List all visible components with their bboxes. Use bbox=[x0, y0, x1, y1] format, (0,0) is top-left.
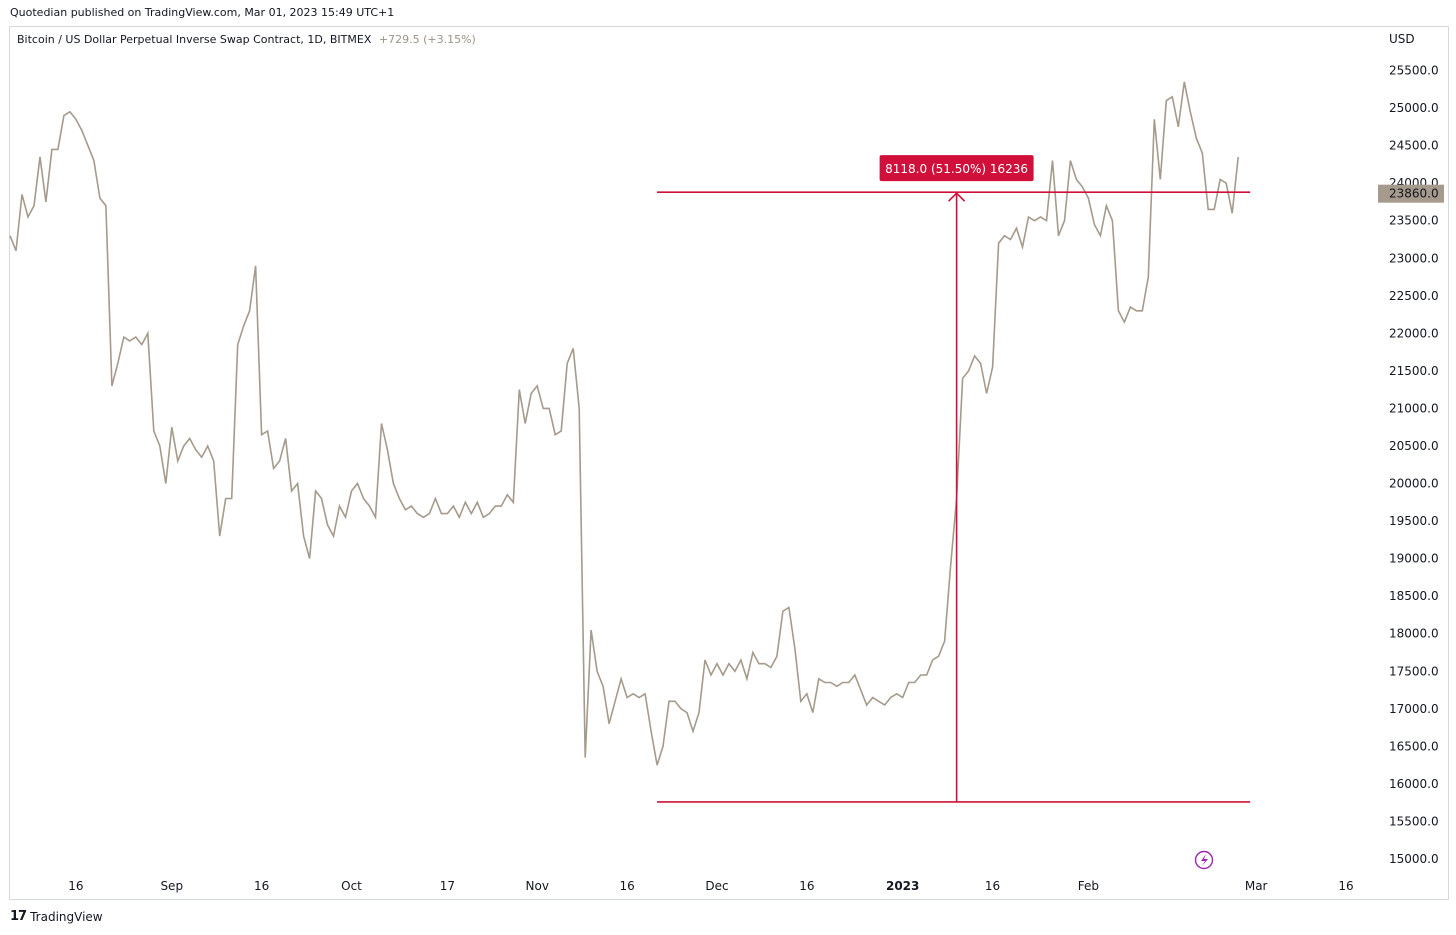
x-tick-label: 16 bbox=[985, 879, 1000, 893]
y-tick-label: 17000.0 bbox=[1389, 702, 1439, 716]
y-axis-unit: USD bbox=[1389, 32, 1415, 46]
flash-icon[interactable] bbox=[1194, 850, 1214, 870]
chart-frame bbox=[9, 26, 1449, 900]
x-tick-label: 16 bbox=[254, 879, 269, 893]
y-tick-label: 15000.0 bbox=[1389, 852, 1439, 866]
last-price-tag: 23860.0 bbox=[1378, 184, 1444, 203]
x-tick-label: Sep bbox=[160, 879, 183, 893]
y-tick-label: 23000.0 bbox=[1389, 251, 1439, 265]
y-tick-label: 25500.0 bbox=[1389, 64, 1439, 78]
x-tick-label: 16 bbox=[799, 879, 814, 893]
x-tick-label: Dec bbox=[705, 879, 728, 893]
x-tick-label: Nov bbox=[526, 879, 549, 893]
y-tick-label: 23500.0 bbox=[1389, 214, 1439, 228]
y-tick-label: 16000.0 bbox=[1389, 777, 1439, 791]
x-tick-label: Feb bbox=[1078, 879, 1099, 893]
y-tick-label: 22500.0 bbox=[1389, 289, 1439, 303]
x-axis: 16 Sep 16 Oct 17 Nov 16 Dec 16 2023 16 Feb Mar 16 bbox=[68, 879, 1353, 893]
price-change: +729.5 (+3.15%) bbox=[378, 33, 476, 46]
series-line bbox=[9, 81, 1239, 766]
y-tick-label: 19000.0 bbox=[1389, 552, 1439, 566]
brand-name: TradingView bbox=[30, 909, 103, 924]
y-tick-label: 15500.0 bbox=[1389, 814, 1439, 828]
y-tick-label: 18000.0 bbox=[1389, 627, 1439, 641]
y-tick-label: 25000.0 bbox=[1389, 101, 1439, 115]
y-tick-label: 20500.0 bbox=[1389, 439, 1439, 453]
y-tick-label: 19500.0 bbox=[1389, 514, 1439, 528]
measure-tool[interactable]: 8118.0 (51.50%) 16236 bbox=[657, 155, 1251, 803]
measure-label-box bbox=[879, 155, 1034, 182]
x-tick-label: 2023 bbox=[886, 879, 919, 893]
last-price-label: 23860.0 bbox=[1389, 187, 1439, 201]
published-note: Quotedian published on TradingView.com, … bbox=[10, 6, 395, 19]
y-tick-label: 16500.0 bbox=[1389, 739, 1439, 753]
y-tick-label: 18500.0 bbox=[1389, 589, 1439, 603]
symbol-title: Bitcoin / US Dollar Perpetual Inverse Sw… bbox=[17, 33, 372, 46]
measure-label: 8118.0 (51.50%) 16236 bbox=[885, 162, 1028, 176]
tradingview-logo-icon: 17 bbox=[10, 909, 27, 924]
y-tick-label: 21000.0 bbox=[1389, 401, 1439, 415]
y-tick-label: 21500.0 bbox=[1389, 364, 1439, 378]
x-tick-label: Mar bbox=[1245, 879, 1268, 893]
y-tick-label: 24500.0 bbox=[1389, 139, 1439, 153]
x-tick-label: 16 bbox=[1338, 879, 1353, 893]
measure-arrowhead bbox=[948, 192, 966, 202]
x-tick-label: Oct bbox=[341, 879, 362, 893]
tradingview-footer[interactable]: 17 TradingView bbox=[10, 909, 103, 924]
y-axis: USD 15000.0 15500.0 16000.0 16500.0 17000.0 17… bbox=[1389, 32, 1439, 866]
last-price-box bbox=[1378, 184, 1444, 203]
x-tick-label: 16 bbox=[619, 879, 634, 893]
x-tick-label: 17 bbox=[440, 879, 455, 893]
symbol-legend: Bitcoin / US Dollar Perpetual Inverse Sw… bbox=[17, 33, 476, 46]
y-tick-label: 22000.0 bbox=[1389, 326, 1439, 340]
y-tick-label: 17500.0 bbox=[1389, 664, 1439, 678]
y-tick-label: 20000.0 bbox=[1389, 477, 1439, 491]
x-tick-label: 16 bbox=[68, 879, 83, 893]
